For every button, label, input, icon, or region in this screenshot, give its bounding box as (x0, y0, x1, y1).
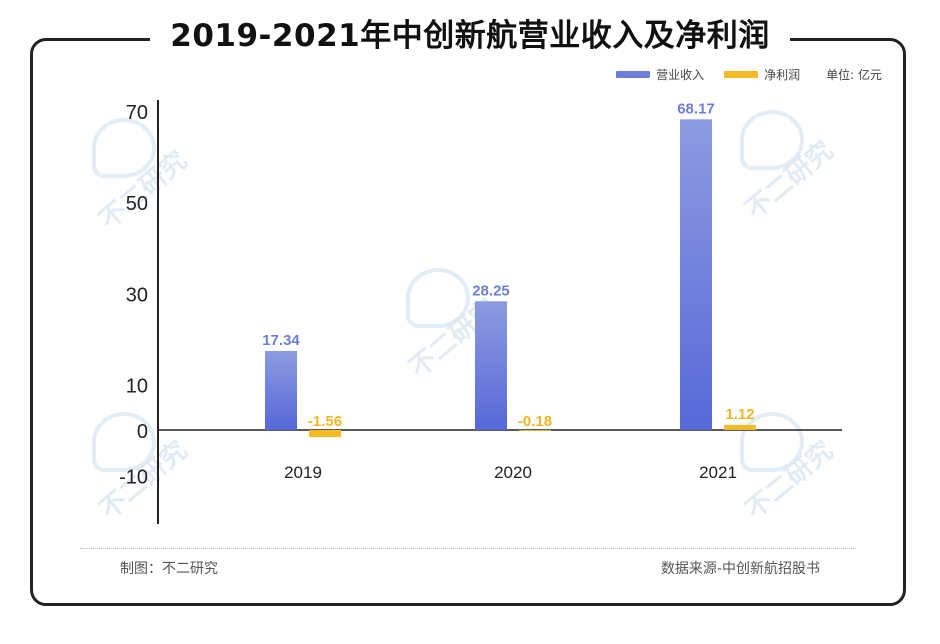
legend-swatch-profit (724, 71, 759, 78)
legend-swatch-revenue (616, 71, 651, 78)
legend-item-profit: 净利润 (724, 66, 800, 83)
data-label-profit: -1.56 (308, 413, 342, 430)
y-tick-label: 30 (126, 284, 148, 306)
x-tick-label: 2020 (494, 463, 532, 482)
legend-label-revenue: 营业收入 (656, 68, 705, 82)
data-label-profit: -0.18 (518, 413, 552, 430)
watermark-logo (406, 268, 470, 328)
bar-profit (309, 430, 341, 438)
x-tick-label: 2021 (699, 463, 737, 482)
watermark-logo (740, 110, 804, 170)
y-tick-label: 70 (126, 102, 148, 124)
legend-label-profit: 净利润 (764, 68, 801, 82)
x-tick-label: 2019 (284, 463, 322, 482)
data-label-revenue: 28.25 (472, 282, 510, 299)
unit-label: 单位: 亿元 (826, 68, 882, 82)
data-label-revenue: 68.17 (677, 100, 715, 117)
y-tick-label: 0 (137, 421, 148, 443)
data-label-revenue: 17.34 (262, 332, 300, 349)
data-label-profit: 1.12 (725, 406, 754, 423)
watermark-logo (740, 412, 804, 472)
y-tick-label: 50 (126, 193, 148, 215)
y-tick-label: -10 (119, 467, 148, 489)
bar-revenue (475, 301, 507, 430)
footer-divider (80, 548, 856, 549)
y-tick-label: 10 (126, 375, 148, 397)
chart-title: 2019-2021年中创新航营业收入及净利润 (150, 10, 790, 62)
bar-profit (519, 430, 551, 431)
credit-text: 制图：不二研究 (120, 561, 218, 577)
bar-profit (724, 424, 756, 430)
legend-item-revenue: 营业收入 (616, 66, 704, 83)
watermark-logo (92, 118, 156, 178)
bar-revenue (680, 119, 712, 430)
source-text: 数据来源-中创新航招股书 (660, 561, 820, 577)
bar-revenue (265, 350, 297, 430)
legend: 营业收入 净利润 单位: 亿元 (616, 66, 882, 83)
watermark-logo (92, 412, 156, 472)
